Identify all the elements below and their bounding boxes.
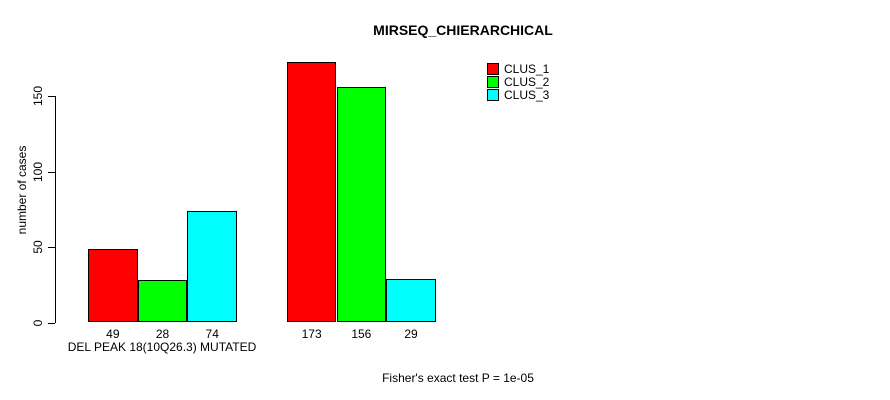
- bar-clus_1-group2: [286, 61, 337, 323]
- legend-label: CLUS_1: [504, 61, 550, 76]
- legend-swatch-clus2: [487, 75, 499, 88]
- y-axis-tick-label: 150: [31, 86, 45, 107]
- legend-swatch-clus3: [487, 88, 499, 101]
- legend-swatch-clus1: [487, 62, 499, 75]
- legend-item: CLUS_1: [487, 61, 550, 76]
- y-axis-tick-label: 100: [31, 161, 45, 182]
- x-axis-label: DEL PEAK 18(10Q26.3) MUTATED: [67, 340, 257, 354]
- footnote-pvalue: Fisher's exact test P = 1e-05: [382, 371, 534, 385]
- y-axis-tick-label: 50: [31, 240, 45, 254]
- legend-label: CLUS_3: [504, 87, 550, 102]
- bar-clus_3-group2: [386, 278, 436, 323]
- y-axis-tick: [48, 247, 55, 249]
- bar-value-label: 49: [106, 327, 120, 341]
- y-axis-tick: [48, 322, 55, 324]
- chart-title: MIRSEQ_CHIERARCHICAL: [373, 22, 553, 38]
- bar-value-label: 173: [301, 327, 322, 341]
- bar-value-label: 74: [205, 327, 219, 341]
- bar-clus_2-group2: [336, 87, 387, 323]
- y-axis-tick: [48, 171, 55, 173]
- legend-item: CLUS_3: [487, 87, 550, 102]
- y-axis-line: [55, 96, 56, 324]
- y-axis-tick-label: 0: [31, 319, 45, 326]
- y-axis-title: number of cases: [15, 145, 29, 235]
- bar-clus_3-group1: [187, 210, 238, 323]
- legend-item: CLUS_2: [487, 74, 550, 89]
- bar-value-label: 28: [155, 327, 170, 341]
- legend-label: CLUS_2: [504, 74, 550, 89]
- bar-value-label: 29: [404, 327, 418, 341]
- legend: CLUS_1 CLUS_2 CLUS_3: [487, 61, 550, 102]
- bar-clus_1-group1: [88, 248, 138, 323]
- bar-value-label: 156: [351, 327, 372, 341]
- bar-clus_2-group1: [137, 280, 188, 323]
- y-axis-tick: [48, 96, 55, 98]
